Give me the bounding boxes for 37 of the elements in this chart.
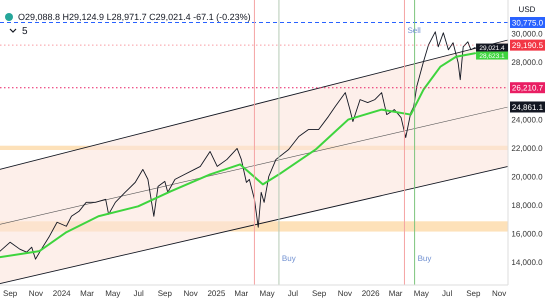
x-tick-label: Sep [3,289,18,298]
y-tick-label: 16,000.0 [511,230,544,239]
x-tick-label: Jul [442,289,452,298]
x-tick-label: Mar [388,289,403,298]
x-tick-label: Sep [158,289,172,298]
x-tick-label: May [260,289,275,298]
x-tick-label: Sep [312,289,327,298]
x-tick-label: Sep [466,289,482,298]
x-tick-label: May [105,289,120,298]
y-axis-title: USD [518,5,536,14]
x-tick-label: Mar [80,289,94,298]
x-tick-label: Nov [183,289,198,298]
x-tick-label: 2024 [52,289,72,298]
ref-line-label: 26,210.7 [512,84,544,93]
y-tick-label: 24,000.0 [511,115,544,124]
x-tick-label: Nov [338,289,352,298]
annotation: Buy [418,254,432,264]
x-tick-label: 2025 [207,289,226,298]
annotation: Buy [282,254,296,264]
x-tick-label: Nov [492,289,506,298]
text: O29,088.8 H29,124.9 L28,971.7 C29,021.4 -67.1 (-0.23%) [18,12,251,22]
x-tick-label: Jul [288,289,298,298]
ref-line-label: 29,190.5 [512,41,544,50]
data-label: 24,861.1 [512,102,544,112]
y-tick-label: 22,000.0 [511,144,544,153]
ref-line-label: 30,775.0 [512,18,544,28]
x-tick-label: 2026 [362,289,380,298]
y-tick-label: 30,000.0 [511,30,544,39]
y-tick-label: 20,000.0 [511,172,544,182]
x-tick-label: Jul [134,289,144,298]
x-tick-label: May [414,289,429,298]
annotation: 5 [22,26,28,37]
x-tick-label: Nov [28,289,44,298]
y-tick-label: 18,000.0 [511,201,544,210]
y-tick-label: 28,000.0 [511,58,544,68]
x-tick-label: Mar [234,289,249,298]
y-tick-label: 14,000.0 [511,258,544,268]
